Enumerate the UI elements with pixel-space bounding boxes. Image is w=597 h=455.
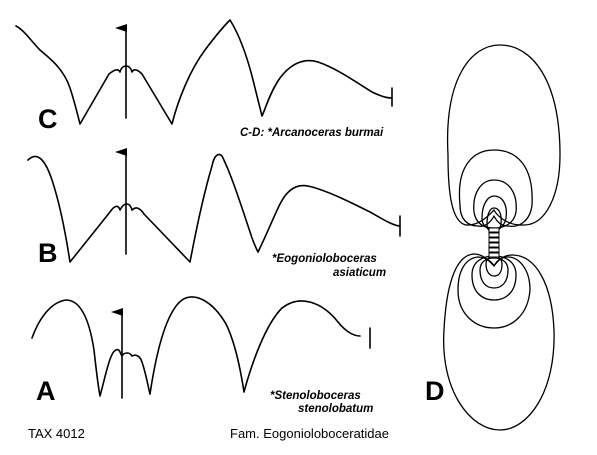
panel-letter-d: D: [425, 376, 445, 406]
suture-line-a: [31, 296, 361, 397]
panel-letter-c: C: [38, 104, 58, 134]
suture-line-c: [15, 19, 393, 125]
caption-b-line2: asiaticum: [333, 267, 386, 279]
family-name: Fam. Eogonioloboceratidae: [230, 426, 389, 441]
siphuncle-beads: [488, 227, 500, 258]
lower-lobes: [443, 253, 555, 431]
panel-d: D: [425, 44, 561, 431]
caption-c: C-D: *Arcanoceras burmai: [240, 127, 384, 139]
panel-a: A *Stenoloboceras stenolobatum: [31, 296, 373, 415]
caption-a-line2: stenolobatum: [298, 403, 373, 415]
suture-line-b: [27, 153, 401, 263]
panel-letter-a: A: [36, 376, 56, 406]
caption-a-line1: *Stenoloboceras: [270, 390, 361, 402]
caption-b-line1: *Eogonioloboceras: [272, 253, 377, 265]
panel-b: B *Eogonioloboceras asiaticum: [27, 148, 401, 279]
upper-lobes: [446, 44, 561, 233]
panel-letter-b: B: [38, 238, 58, 268]
taxon-number: TAX 4012: [28, 426, 85, 441]
panel-c: C C-D: *Arcanoceras burmai: [15, 19, 393, 139]
